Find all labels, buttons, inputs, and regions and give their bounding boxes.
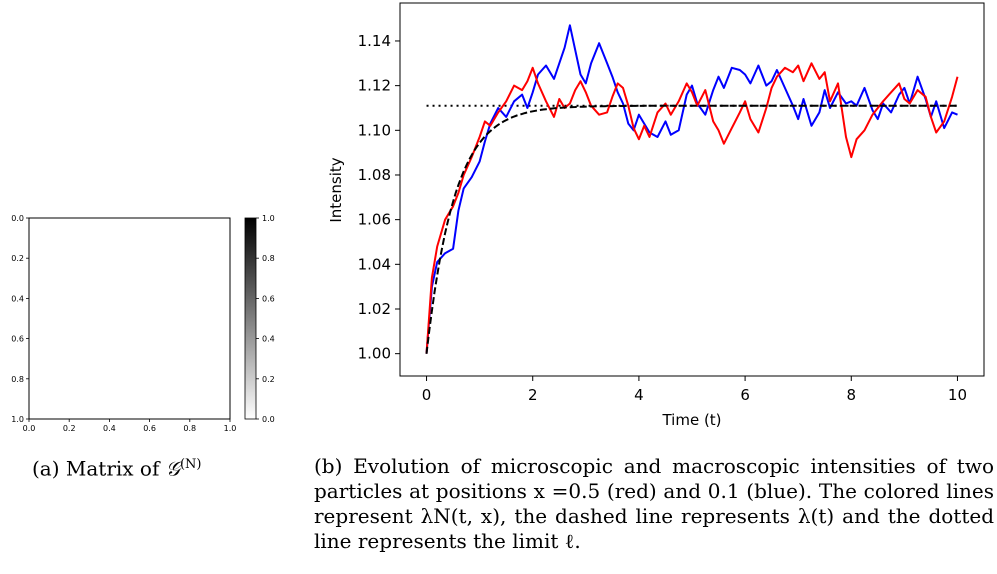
y-tick-label: 1.06: [358, 211, 391, 229]
colorbar-tick-label: 0.0: [262, 415, 275, 424]
y-axis-label: Intensity: [327, 157, 345, 222]
colorbar-tick-label: 0.2: [262, 375, 275, 384]
heatmap-y-tick-label: 1.0: [11, 415, 24, 424]
y-tick-label: 1.12: [358, 77, 391, 95]
x-tick-label: 8: [846, 386, 856, 404]
heatmap-x-tick-label: 0.8: [183, 424, 196, 433]
x-tick-label: 0: [422, 386, 432, 404]
heatmap-x-tick-label: 0.0: [23, 424, 36, 433]
colorbar-tick-label: 0.4: [262, 335, 275, 344]
heatmap-y-tick-label: 0.0: [11, 214, 24, 223]
colorbar-tick-label: 0.6: [262, 294, 275, 303]
x-tick-label: 2: [528, 386, 538, 404]
caption-a-math: 𝒢: [165, 456, 180, 481]
colorbar: 0.0 0.2 0.4 0.6 0.8 1.0: [244, 214, 275, 424]
heatmap-y-axis: 0.0 0.2 0.4 0.6 0.8 1.0: [11, 214, 29, 424]
y-tick-label: 1.00: [358, 345, 391, 363]
heatmap-x-axis: 0.0 0.2 0.4 0.6 0.8 1.0: [23, 419, 237, 433]
y-tick-label: 1.08: [358, 166, 391, 184]
line-chart-series: [425, 24, 959, 354]
heatmap-x-tick-label: 0.4: [103, 424, 116, 433]
heatmap-y-tick-label: 0.8: [11, 375, 24, 384]
x-axis-label: Time (t): [661, 411, 721, 429]
y-tick-label: 1.02: [358, 300, 391, 318]
x-tick-label: 4: [634, 386, 644, 404]
colorbar-tick-label: 1.0: [262, 214, 275, 223]
colorbar-axis: 0.0 0.2 0.4 0.6 0.8 1.0: [256, 214, 275, 424]
series-line-1: [425, 62, 959, 354]
line-chart-frame: [399, 2, 985, 377]
caption-b: (b) Evolution of microscopic and macrosc…: [314, 454, 994, 553]
line-chart-y-axis: 1.00 1.02 1.04 1.06 1.08 1.10 1.12 1.14: [358, 32, 400, 363]
intensity-line-chart: 0 2 4 6 8 10 1.00 1.02 1.04 1.06 1.08 1.10 1.12 1.14…: [327, 2, 985, 429]
heatmap-y-tick-label: 0.4: [11, 294, 24, 303]
y-tick-label: 1.10: [358, 121, 391, 139]
y-tick-label: 1.14: [358, 32, 391, 50]
macro-dashed-line: [425, 104, 958, 354]
heatmap-frame: [28, 217, 231, 420]
colorbar-gradient: [244, 217, 257, 420]
y-tick-label: 1.04: [358, 255, 391, 273]
x-tick-label: 6: [740, 386, 750, 404]
caption-a: (a) Matrix of 𝒢(N): [32, 452, 272, 482]
kernel-matrix-heatmap: 0.0 0.2 0.4 0.6 0.8 1.0 0.0 0.2 0.4 0.6 0.8 1.0: [11, 214, 236, 433]
heatmap-y-tick-label: 0.6: [11, 335, 24, 344]
x-tick-label: 10: [948, 386, 967, 404]
line-chart-x-axis: 0 2 4 6 8 10: [422, 376, 967, 404]
caption-a-sup: (N): [179, 457, 202, 472]
heatmap-x-tick-label: 0.6: [143, 424, 156, 433]
heatmap-y-tick-label: 0.2: [11, 254, 24, 263]
colorbar-tick-label: 0.8: [262, 254, 275, 263]
heatmap-x-tick-label: 1.0: [224, 424, 237, 433]
caption-a-text: (a) Matrix of: [32, 456, 166, 481]
series-line-0: [425, 24, 958, 354]
heatmap-x-tick-label: 0.2: [63, 424, 76, 433]
